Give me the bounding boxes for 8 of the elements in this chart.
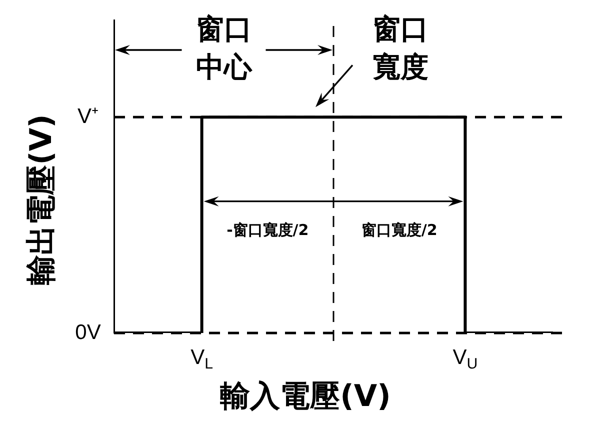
y-axis-title: 輸出電壓(V) bbox=[24, 114, 59, 286]
annotation: -窗口寬度/2 bbox=[226, 221, 309, 240]
ref-line-label: V⁺ bbox=[77, 104, 99, 128]
annotation: 窗口寬度/2 bbox=[361, 221, 438, 240]
x-axis-title: 輸入電壓(V) bbox=[219, 378, 391, 414]
text: 窗口中心 bbox=[196, 12, 253, 84]
ref-line-label: 0V bbox=[75, 320, 101, 344]
text: 窗口寬度 bbox=[372, 12, 428, 84]
